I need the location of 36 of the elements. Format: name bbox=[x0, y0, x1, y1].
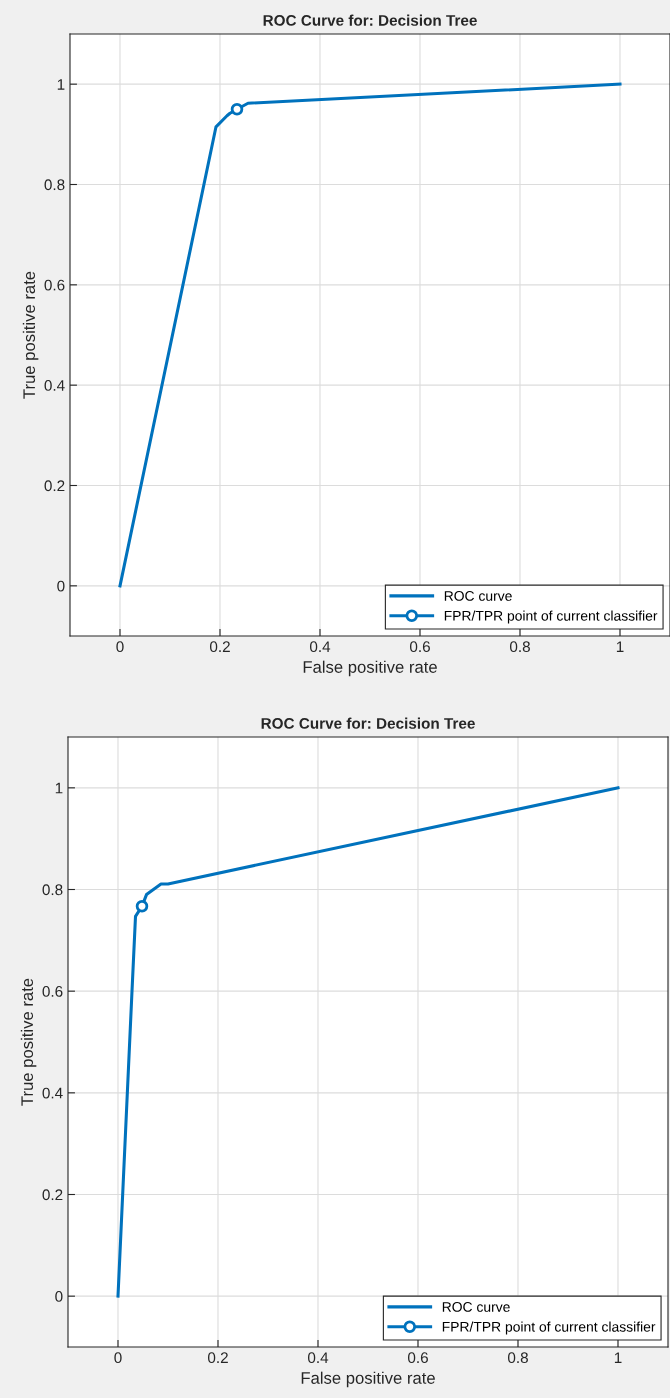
y-axis-title: True positive rate bbox=[22, 271, 39, 399]
y-tick-label: 0.6 bbox=[42, 986, 63, 997]
x-tick-label: 0 bbox=[116, 641, 124, 653]
legend-label: ROC curve bbox=[444, 591, 512, 601]
x-tick-label: 0.2 bbox=[209, 641, 230, 653]
y-axis-title: True positive rate bbox=[20, 978, 37, 1106]
x-tick-label: 0.8 bbox=[509, 641, 530, 653]
x-tick-label: 0 bbox=[114, 1352, 122, 1364]
y-tick-label: 0.6 bbox=[44, 279, 65, 291]
x-tick-label: 0.4 bbox=[309, 641, 331, 653]
x-tick-label: 0.8 bbox=[507, 1352, 528, 1364]
y-tick-label: 0.8 bbox=[42, 884, 63, 896]
x-axis-title: False positive rate bbox=[301, 1371, 435, 1388]
y-tick-label: 0.4 bbox=[42, 1087, 63, 1099]
x-tick-label: 0.4 bbox=[307, 1352, 329, 1364]
line-series bbox=[116, 786, 620, 1298]
y-tick-label: 0.2 bbox=[44, 480, 65, 492]
y-tick-label: 0 bbox=[55, 1291, 63, 1302]
x-axis-title: False positive rate bbox=[303, 660, 437, 677]
line-series bbox=[118, 82, 622, 588]
x-tick-label: 0.6 bbox=[407, 1352, 428, 1364]
y-tick-label: 0.4 bbox=[44, 380, 65, 391]
legend-label: FPR/TPR point of current classifier bbox=[444, 610, 658, 624]
chart-title: ROC Curve for: Decision Tree bbox=[261, 717, 475, 729]
x-tick-label: 0.2 bbox=[207, 1352, 228, 1364]
x-tick-label: 1 bbox=[614, 1352, 622, 1363]
x-tick-label: 0.6 bbox=[409, 641, 430, 653]
y-tick-label: 0.2 bbox=[42, 1189, 63, 1201]
legend-label: ROC curve bbox=[442, 1302, 510, 1312]
chart-title: ROC Curve for: Decision Tree bbox=[263, 14, 477, 26]
y-tick-label: 1 bbox=[57, 79, 65, 90]
legend-label: FPR/TPR point of current classifier bbox=[442, 1321, 656, 1335]
y-tick-label: 0 bbox=[57, 580, 65, 592]
y-tick-label: 1 bbox=[55, 782, 63, 794]
y-tick-label: 0.8 bbox=[44, 179, 65, 191]
x-tick-label: 1 bbox=[616, 641, 624, 652]
